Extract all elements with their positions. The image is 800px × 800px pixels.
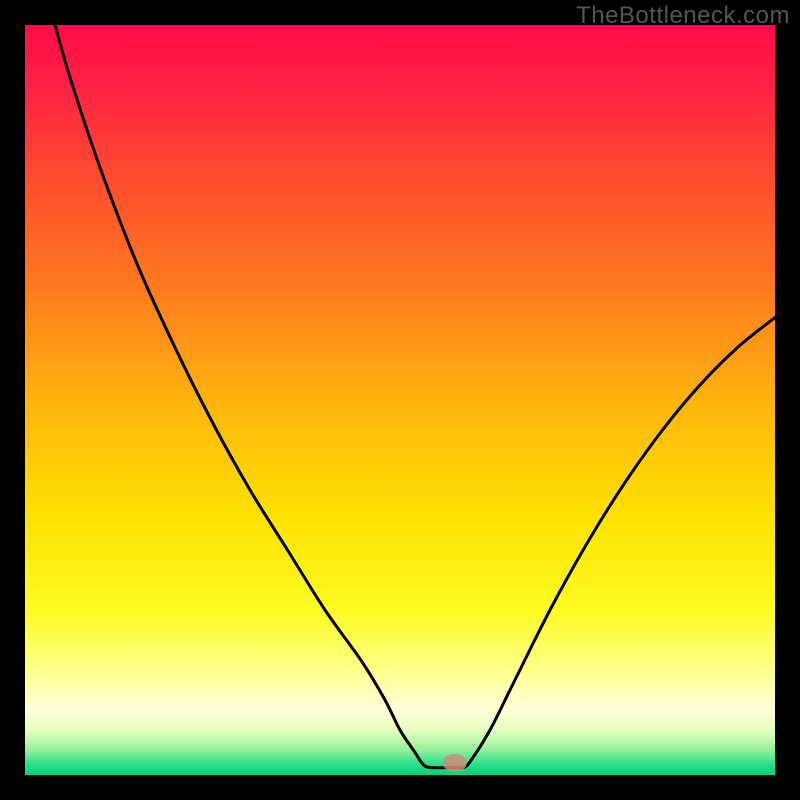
watermark-text: TheBottleneck.com: [576, 2, 790, 30]
plot-svg: [25, 25, 775, 775]
gradient-background: [25, 25, 775, 775]
optimum-marker: [443, 754, 467, 772]
plot-area: [25, 25, 775, 775]
chart-container: TheBottleneck.com: [0, 0, 800, 800]
